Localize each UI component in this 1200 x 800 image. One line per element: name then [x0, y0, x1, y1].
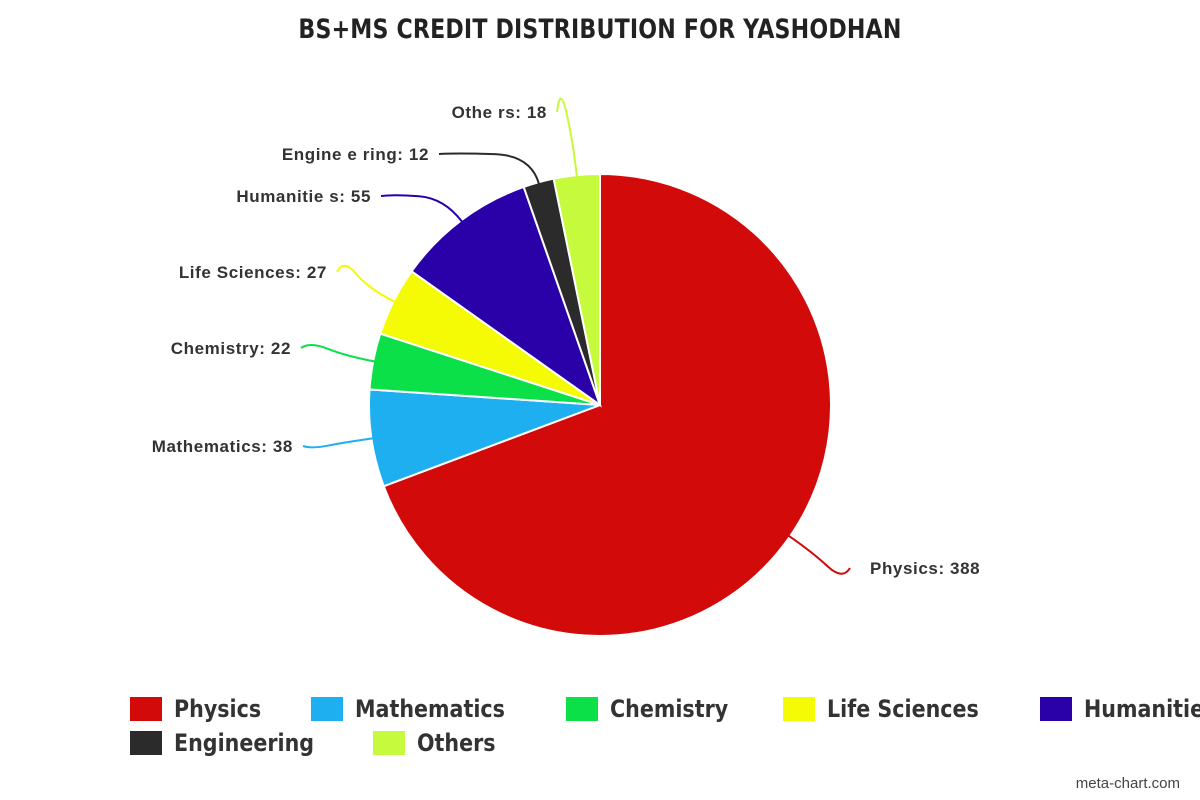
slice-label-engineering: Engine e ring: 12	[282, 145, 429, 164]
slice-label-physics: Physics: 388	[870, 559, 980, 578]
leader-line-physics	[787, 534, 851, 575]
pie-slices	[368, 172, 832, 637]
legend-item-physics[interactable]: Physics	[130, 695, 275, 723]
legend-label-mathematics: Mathematics	[355, 695, 506, 723]
legend-label-others: Others	[416, 729, 496, 757]
leader-line-life-sciences	[336, 264, 396, 304]
legend-label-physics: Physics	[174, 695, 262, 723]
legend-item-engineering[interactable]: Engineering	[130, 729, 337, 757]
legend-item-others[interactable]: Others	[372, 729, 508, 757]
legend-label-chemistry: Chemistry	[609, 695, 728, 723]
legend-swatch-engineering	[130, 731, 162, 755]
legend-swatch-physics	[130, 697, 162, 721]
legend-label-life-sciences: Life Sciences	[827, 695, 979, 723]
legend-item-chemistry[interactable]: Chemistry	[565, 695, 747, 723]
legend-swatch-chemistry	[565, 697, 598, 721]
legend-label-engineering: Engineering	[174, 729, 315, 757]
slice-label-others: Othe rs: 18	[452, 103, 547, 122]
legend-row: Engineering Others	[130, 726, 1110, 760]
legend-swatch-mathematics	[311, 697, 344, 721]
chart-title: BS+MS CREDIT DISTRIBUTION FOR YASHODHAN	[298, 14, 902, 45]
slice-label-chemistry: Chemistry: 22	[171, 339, 291, 358]
leader-line-others	[556, 97, 578, 178]
legend-item-mathematics[interactable]: Mathematics	[311, 695, 529, 723]
leader-line-chemistry	[300, 344, 376, 363]
leader-line-mathematics	[302, 437, 374, 449]
legend: Physics Mathematics Chemistry Life Sciences…	[130, 692, 1200, 760]
slice-labels: Physics: 388 Mathematics: 38 Chemistry: 22…	[152, 103, 980, 578]
leader-line-engineering	[438, 152, 541, 185]
watermark: meta-chart.com	[1075, 775, 1180, 792]
leader-line-humanities	[380, 194, 464, 223]
legend-swatch-others	[372, 731, 405, 755]
slice-label-humanities: Humanitie s: 55	[236, 187, 371, 206]
legend-swatch-humanities	[1039, 697, 1072, 721]
pie-chart: Physics: 388 Mathematics: 38 Chemistry: 22…	[152, 97, 980, 637]
legend-row: Physics Mathematics Chemistry Life Sciences…	[130, 692, 1200, 726]
legend-item-life-sciences[interactable]: Life Sciences	[783, 695, 1003, 723]
leader-lines	[300, 97, 851, 575]
slice-label-mathematics: Mathematics: 38	[152, 437, 293, 456]
legend-swatch-life-sciences	[783, 697, 816, 721]
slice-label-life-sciences: Life Sciences: 27	[179, 263, 327, 282]
